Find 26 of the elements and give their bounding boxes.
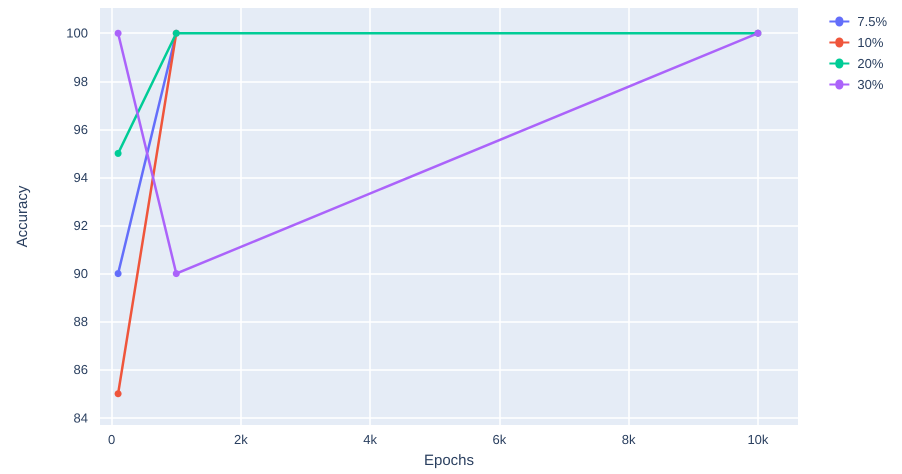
- y-axis-title: Accuracy: [14, 185, 31, 248]
- y-tick-label: 100: [66, 26, 88, 41]
- point: [114, 270, 122, 278]
- legend-label: 10%: [857, 35, 884, 50]
- y-tick-label: 90: [74, 266, 88, 282]
- y-tick-label: 88: [74, 314, 88, 330]
- y-tick-label: 98: [74, 74, 88, 89]
- x-tick-label: 6k: [492, 432, 507, 447]
- y-tick-label: 96: [74, 122, 88, 137]
- legend-label: 7.5%: [857, 14, 888, 29]
- y-tick-label: 92: [74, 218, 88, 234]
- legend-label: 30%: [857, 77, 884, 92]
- y-tick-label: 94: [74, 170, 88, 185]
- point: [114, 30, 122, 37]
- x-tick-label: 2k: [234, 432, 248, 447]
- y-tick-label: 84: [74, 410, 88, 426]
- point: [172, 270, 180, 278]
- x-tick-label: 0: [108, 432, 116, 447]
- x-axis-title: Epochs: [424, 452, 474, 469]
- point: [114, 390, 122, 398]
- x-tick-label: 8k: [622, 432, 636, 447]
- x-tick-label: 4k: [363, 432, 378, 447]
- legend-label: 20%: [857, 56, 884, 71]
- point: [114, 150, 122, 157]
- x-tick-label: 10k: [747, 432, 769, 447]
- y-tick-label: 86: [74, 362, 88, 378]
